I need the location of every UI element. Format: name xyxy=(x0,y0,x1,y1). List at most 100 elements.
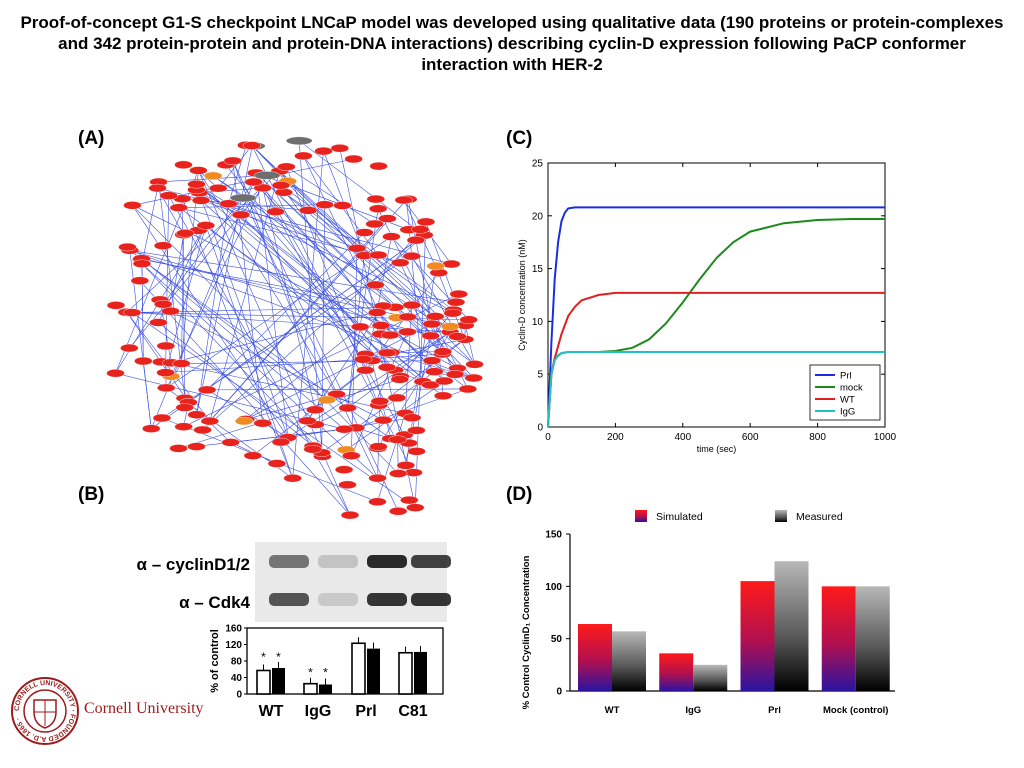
network-edge xyxy=(158,322,322,453)
bar-open xyxy=(398,651,413,695)
legend-swatch xyxy=(775,510,787,522)
network-node xyxy=(189,166,208,175)
network-node xyxy=(253,171,281,180)
y-tick-label: 10 xyxy=(532,317,544,328)
legend-label: Simulated xyxy=(656,511,703,523)
network-node xyxy=(175,403,194,412)
network-node xyxy=(169,444,188,453)
network-edge xyxy=(178,204,325,208)
network-edge xyxy=(286,166,375,225)
network-node xyxy=(406,503,425,512)
network-node xyxy=(371,321,391,330)
network-node xyxy=(187,410,206,419)
network-node xyxy=(277,162,296,172)
network-edge xyxy=(126,312,189,403)
blot-band xyxy=(269,555,309,568)
network-edge xyxy=(298,140,323,457)
network-node xyxy=(411,225,430,234)
network-node xyxy=(298,206,318,215)
network-node xyxy=(338,403,357,413)
network-node xyxy=(426,261,445,271)
network-node xyxy=(446,297,466,307)
network-node xyxy=(449,289,468,299)
network-node xyxy=(274,188,293,197)
y-tick-label: 5 xyxy=(537,370,543,381)
network-edge xyxy=(196,203,229,415)
network-node xyxy=(407,426,426,435)
category-label: WT xyxy=(605,705,620,716)
panel-label-c: (C) xyxy=(506,128,533,149)
network-node xyxy=(368,250,388,260)
network-node xyxy=(234,416,254,426)
network-node xyxy=(285,136,313,146)
significance-star: * xyxy=(323,666,328,680)
network-node xyxy=(368,473,387,483)
network-edge xyxy=(253,181,445,382)
network-edge xyxy=(207,388,468,391)
network-node xyxy=(327,389,346,399)
network-node xyxy=(122,308,142,317)
network-edge xyxy=(132,205,382,326)
network-node xyxy=(388,507,408,516)
lane-label: IgG xyxy=(305,703,332,720)
blot-band xyxy=(411,555,451,568)
network-node xyxy=(159,191,178,200)
bar-filled xyxy=(414,651,427,694)
blot-row-label: α – cyclinD1/2 xyxy=(137,555,250,574)
y-tick-label: 120 xyxy=(225,640,242,651)
network-node xyxy=(243,451,263,460)
network-edge xyxy=(166,236,392,389)
network-node xyxy=(396,461,416,470)
network-node xyxy=(266,207,285,216)
network-edge xyxy=(129,214,242,349)
bar-open xyxy=(351,642,366,695)
network-edge xyxy=(347,255,365,408)
network-node xyxy=(378,214,397,223)
network-node xyxy=(390,375,409,384)
network-edge xyxy=(377,413,406,502)
network-node xyxy=(187,180,206,189)
y-axis-label: Cyclin-D concentration (nM) xyxy=(517,239,527,351)
network-node xyxy=(153,241,173,250)
network-edge xyxy=(139,280,351,516)
network-node xyxy=(388,435,407,444)
network-node xyxy=(458,384,478,394)
slide-title: Proof-of-concept G1-S checkpoint LNCaP m… xyxy=(20,13,1004,74)
network-node xyxy=(445,370,465,379)
blot-band xyxy=(318,593,358,606)
network-edge xyxy=(225,164,400,380)
network-edge xyxy=(126,170,280,313)
network-node xyxy=(347,244,367,253)
network-edge xyxy=(126,311,451,333)
y-tick-label: 0 xyxy=(236,690,242,701)
network-node xyxy=(334,465,354,474)
legend-label: Prl xyxy=(840,371,852,382)
series-line-prl xyxy=(547,206,885,428)
network-edge xyxy=(141,258,345,430)
network-node xyxy=(374,415,393,425)
network-edge xyxy=(205,225,293,479)
cyclin-d1-bar-chart: 0 50 100 150 % Control CyclinD₁ Concentratio… xyxy=(521,510,895,716)
blot-band xyxy=(318,555,358,568)
bar-open xyxy=(303,682,318,695)
bar-simulated xyxy=(578,624,612,691)
y-tick-label: 0 xyxy=(537,423,543,434)
network-edge xyxy=(209,170,280,422)
y-axis-label: % Control CyclinD₁ Concentration xyxy=(521,555,532,709)
network-edge xyxy=(347,208,379,409)
x-tick-label: 1000 xyxy=(874,432,897,443)
y-tick-label: 20 xyxy=(532,211,544,222)
network-edge xyxy=(200,200,388,368)
network-node xyxy=(342,451,361,460)
network-node xyxy=(203,171,223,181)
network-node xyxy=(443,308,462,318)
y-tick-label: 150 xyxy=(545,530,562,541)
network-node xyxy=(149,318,168,327)
y-tick-label: 0 xyxy=(556,687,562,698)
network-node xyxy=(152,413,172,423)
bar-filled xyxy=(319,684,332,694)
bar-open xyxy=(256,669,271,695)
network-edge xyxy=(200,200,365,256)
x-tick-label: 200 xyxy=(607,432,624,443)
network-node xyxy=(156,368,175,377)
